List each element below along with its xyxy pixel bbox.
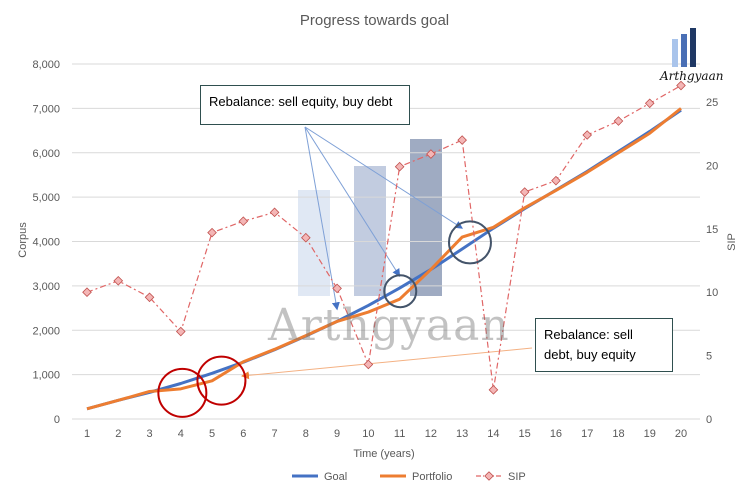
sip-marker: [113, 275, 124, 286]
x-tick-label: 19: [644, 428, 656, 440]
sip-marker: [426, 149, 436, 159]
x-tick-label: 20: [675, 428, 687, 440]
x-tick-label: 11: [394, 428, 405, 440]
sip-marker: [488, 385, 499, 395]
legend-label-portfolio: Portfolio: [412, 471, 452, 483]
x-tick-label: 13: [456, 428, 468, 440]
y2-tick-label: 20: [706, 160, 718, 172]
x-tick-label: 8: [303, 428, 309, 440]
x-tick-label: 5: [209, 428, 215, 440]
y-tick-label: 1,000: [32, 370, 60, 382]
left-axis-ticks: 0 1,000 2,000 3,000 4,000 5,000 6,000 7,000 8,00…: [32, 59, 60, 426]
callout-sell-debt: Rebalance: sell debt, buy equity: [535, 318, 673, 372]
sip-marker: [238, 216, 249, 227]
x-tick-label: 3: [146, 428, 152, 440]
y2-tick-label: 10: [706, 287, 718, 299]
sip-marker: [82, 287, 92, 298]
arrow-sell-equity: [304, 126, 401, 277]
legend-label-goal: Goal: [324, 471, 347, 483]
watermark-bar: [298, 190, 330, 296]
y-tick-label: 6,000: [32, 148, 60, 160]
sip-marker: [269, 207, 280, 218]
y-tick-label: 8,000: [32, 59, 60, 71]
x-tick-label: 2: [115, 428, 121, 440]
logo-bars-icon: [672, 28, 696, 67]
watermark-text: Arthgyaan: [268, 300, 510, 351]
arrow-sell-debt: [241, 347, 533, 380]
circle-year-4: [157, 367, 208, 418]
watermark-bar: [354, 166, 386, 296]
sip-marker: [332, 283, 342, 294]
sip-marker: [457, 135, 467, 145]
chart-title: Progress towards goal: [299, 12, 450, 29]
x-tick-label: 7: [272, 428, 278, 440]
sip-marker: [363, 359, 374, 370]
y2-tick-label: 25: [706, 97, 718, 109]
x-tick-label: 1: [84, 428, 90, 440]
series-line-portfolio: [86, 107, 682, 411]
logo: Arthgyaan: [660, 25, 724, 93]
legend-marker-sip: [484, 471, 494, 481]
sip-marker: [613, 116, 624, 126]
sip-marker: [301, 232, 311, 243]
callout-sell-equity: Rebalance: sell equity, buy debt: [200, 85, 410, 125]
right-axis-ticks: 0 5 10 15 20 25: [706, 97, 718, 426]
sip-marker: [394, 161, 405, 172]
sip-marker: [582, 130, 593, 140]
sip-marker: [175, 326, 186, 337]
series-lines: [86, 85, 682, 411]
x-axis-title: Time (years): [353, 448, 414, 460]
watermark-bar: [410, 139, 442, 296]
x-tick-label: 12: [425, 428, 437, 440]
sip-markers: [82, 80, 686, 395]
y2-axis-title: SIP: [726, 233, 738, 251]
x-tick-label: 10: [362, 428, 374, 440]
circle-year-5: [196, 355, 247, 406]
x-tick-label: 15: [519, 428, 531, 440]
x-tick-label: 14: [487, 428, 499, 440]
y-axis-title: Corpus: [17, 222, 29, 258]
y2-tick-label: 0: [706, 414, 712, 426]
legend-label-sip: SIP: [508, 471, 526, 483]
y-tick-label: 3,000: [32, 281, 60, 293]
sip-marker: [644, 98, 655, 109]
sip-marker: [144, 292, 155, 303]
sip-marker: [676, 80, 686, 91]
circle-year-11: [383, 274, 418, 309]
y-tick-label: 5,000: [32, 192, 60, 204]
y2-tick-label: 15: [706, 224, 718, 236]
x-axis-ticks: 1 2 3 4 5 6 7 8 9 10 11 12 13 14 15 16 17 18 19 20: [84, 428, 687, 440]
circle-year-13: [447, 220, 492, 265]
x-tick-label: 6: [240, 428, 246, 440]
y-tick-label: 4,000: [32, 237, 60, 249]
sip-marker: [519, 187, 530, 197]
x-tick-label: 4: [178, 428, 184, 440]
logo-text: Arthgyaan: [660, 69, 724, 83]
y-tick-label: 0: [54, 414, 60, 426]
x-tick-label: 16: [550, 428, 562, 440]
legend: Goal Portfolio SIP: [292, 471, 526, 483]
x-tick-label: 17: [581, 428, 593, 440]
sip-marker: [551, 175, 561, 186]
arrow-sell-equity: [304, 126, 463, 229]
y-tick-label: 2,000: [32, 325, 60, 337]
annotation-circles: [157, 220, 492, 418]
x-tick-label: 9: [334, 428, 340, 440]
y-tick-label: 7,000: [32, 103, 60, 115]
x-tick-label: 18: [612, 428, 624, 440]
watermark-bars: [298, 139, 442, 296]
y2-tick-label: 5: [706, 351, 712, 363]
sip-marker: [207, 227, 217, 238]
